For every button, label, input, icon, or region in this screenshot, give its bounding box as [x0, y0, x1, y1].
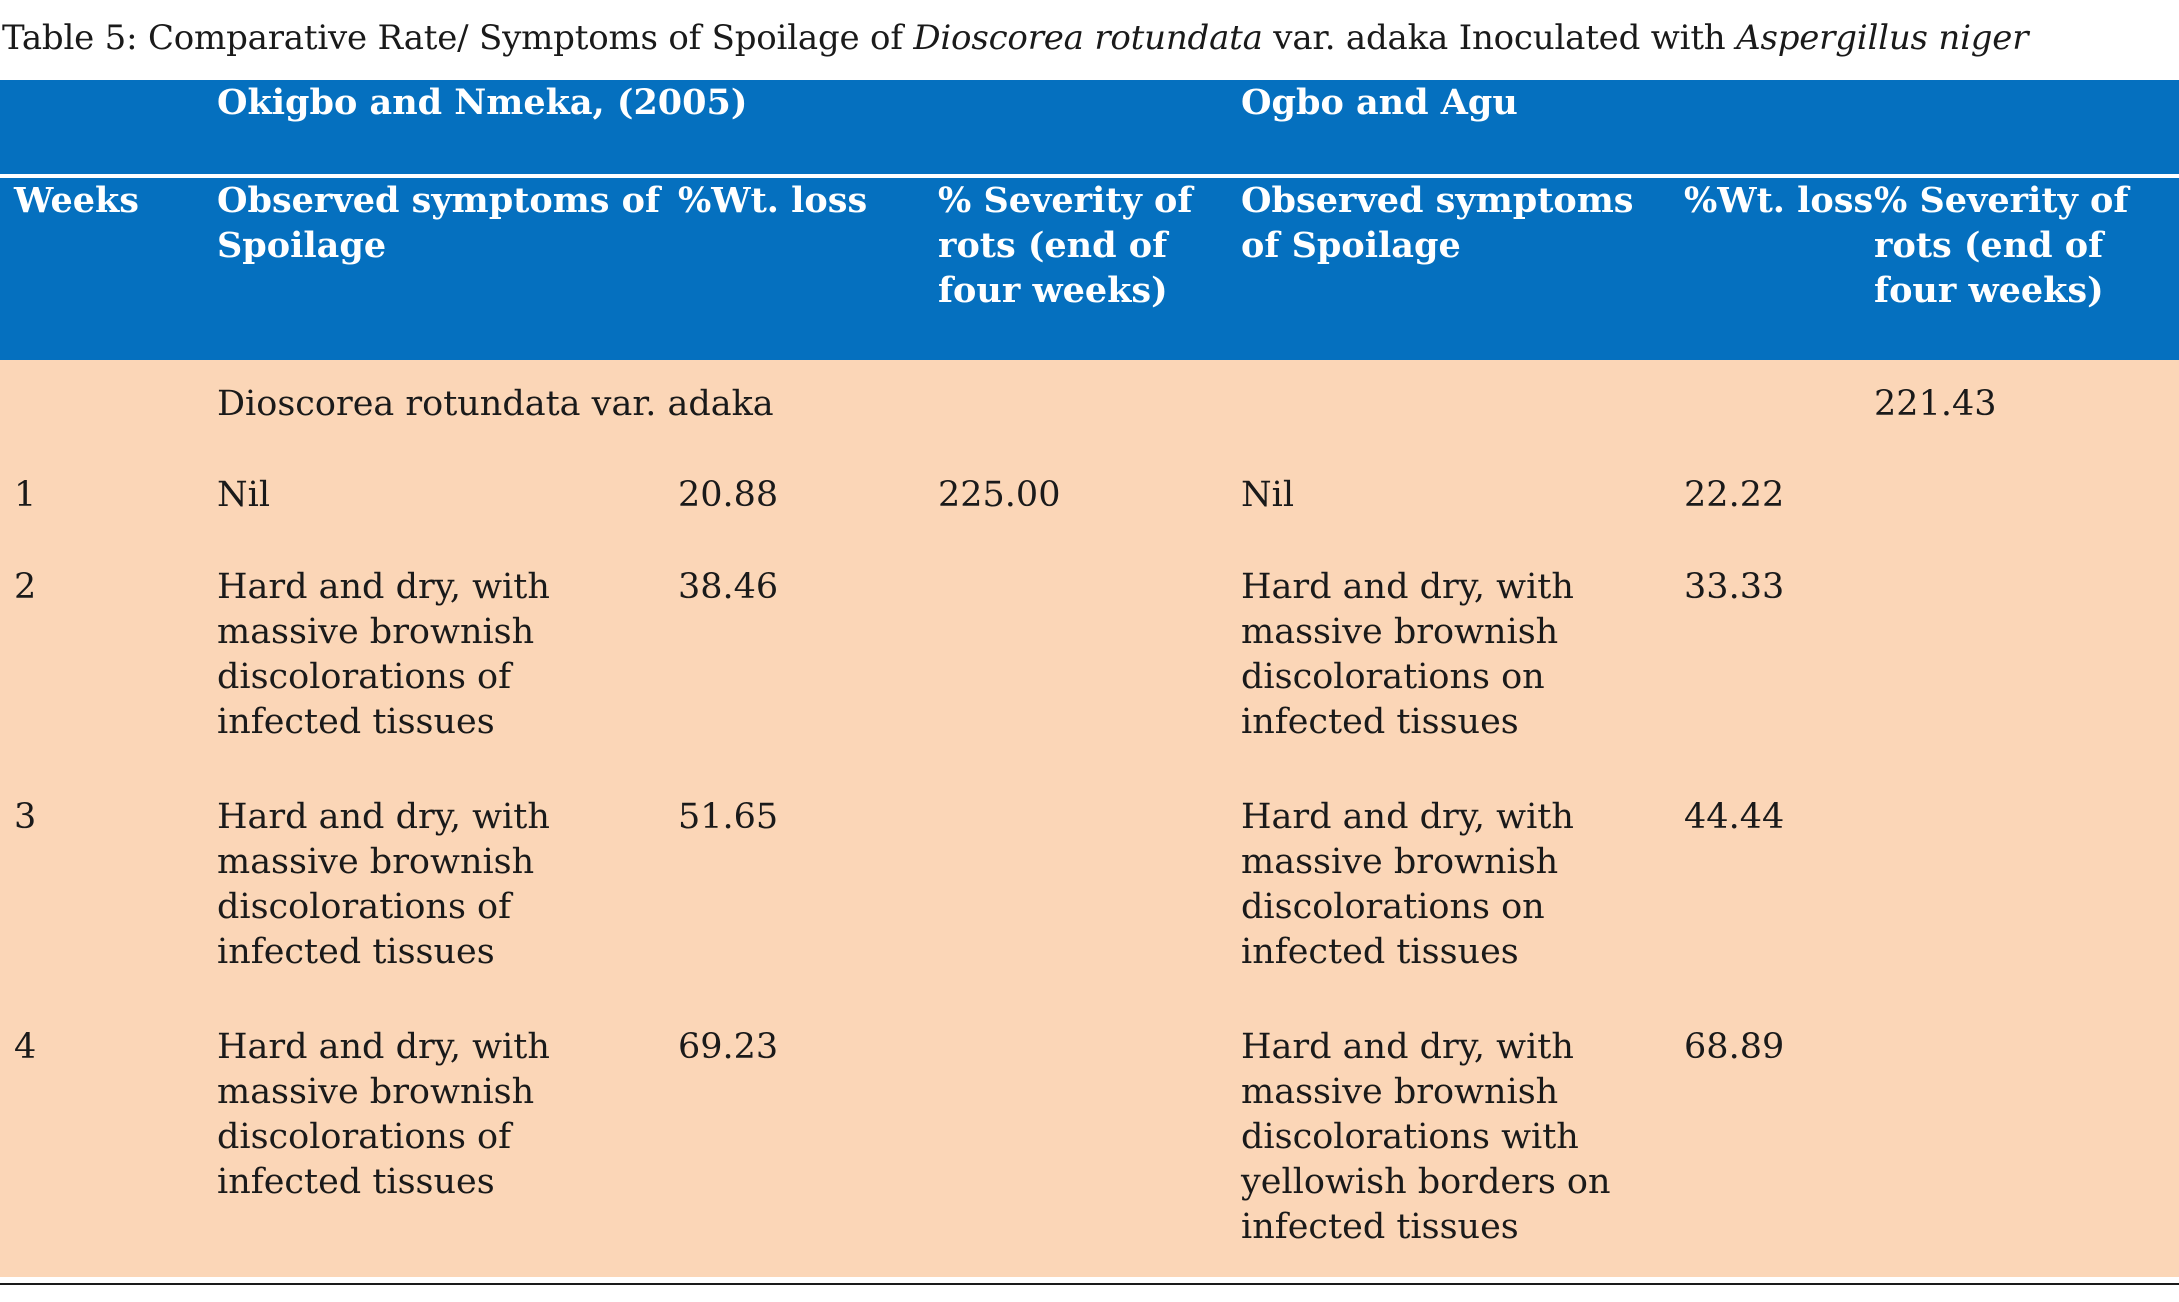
table-caption: Table 5: Comparative Rate/ Symptoms of S…	[2, 12, 2028, 64]
cell-wtloss-1: 51.65	[678, 775, 938, 1005]
cell-severity-2	[1874, 545, 2179, 775]
header-separator	[0, 174, 2179, 178]
cell-wtloss-2: 68.89	[1684, 1005, 1875, 1277]
cell-symptoms-2	[1241, 360, 1685, 451]
caption-middle: var. adaka Inoculated with	[1262, 18, 1737, 58]
col-header-weeks: Weeks	[0, 178, 217, 360]
cell-severity-1	[938, 545, 1242, 775]
cell-wtloss-2	[1684, 360, 1875, 451]
table-row: 2 Hard and dry, with massive brownish di…	[0, 545, 2179, 775]
cell-symptoms-2: Hard and dry, with massive brownish disc…	[1241, 1005, 1685, 1277]
cell-wtloss-2: 44.44	[1684, 775, 1875, 1005]
cell-symptoms-1: Hard and dry, with massive brownish disc…	[217, 1005, 678, 1277]
col-header-wtloss-1: %Wt. loss	[678, 178, 938, 360]
cell-week: 3	[0, 775, 217, 1005]
cell-week: 4	[0, 1005, 217, 1277]
cell-severity-1: 225.00	[938, 451, 1242, 545]
spoilage-table: Okigbo and Nmeka, (2005) Ogbo and Agu We…	[0, 80, 2179, 1277]
caption-organism: Aspergillus niger	[1736, 18, 2029, 58]
cell-variety-label: Dioscorea rotundata var. adaka	[217, 360, 1242, 451]
table-row: 1 Nil 20.88 225.00 Nil 22.22	[0, 451, 2179, 545]
col-header-symptoms-1: Observed symptoms of Spoilage	[217, 178, 678, 360]
cell-severity-2	[1874, 1005, 2179, 1277]
table-row: Dioscorea rotundata var. adaka 221.43	[0, 360, 2179, 451]
col-header-severity-2: % Severity of rots (end of four weeks)	[1874, 178, 2179, 360]
cell-severity-2	[1874, 451, 2179, 545]
col-header-severity-1: % Severity of rots (end of four weeks)	[938, 178, 1242, 360]
cell-severity-1	[938, 775, 1242, 1005]
table-row: 4 Hard and dry, with massive brownish di…	[0, 1005, 2179, 1277]
cell-symptoms-2: Hard and dry, with massive brownish disc…	[1241, 545, 1685, 775]
cell-wtloss-1: 20.88	[678, 451, 938, 545]
cell-wtloss-2: 22.22	[1684, 451, 1875, 545]
group-header-empty	[0, 80, 217, 174]
cell-week: 1	[0, 451, 217, 545]
table-bottom-rule	[0, 1283, 2179, 1285]
cell-symptoms-2: Nil	[1241, 451, 1685, 545]
caption-prefix: Table 5: Comparative Rate/ Symptoms of S…	[2, 18, 914, 58]
cell-symptoms-2: Hard and dry, with massive brownish disc…	[1241, 775, 1685, 1005]
column-header-row: Weeks Observed symptoms of Spoilage %Wt.…	[0, 178, 2179, 360]
cell-symptoms-1: Nil	[217, 451, 678, 545]
cell-severity-2: 221.43	[1874, 360, 2179, 451]
cell-symptoms-1: Hard and dry, with massive brownish disc…	[217, 545, 678, 775]
cell-week	[0, 360, 217, 451]
cell-severity-1	[938, 1005, 1242, 1277]
group-header-okigbo: Okigbo and Nmeka, (2005)	[217, 80, 1242, 174]
cell-wtloss-1: 38.46	[678, 545, 938, 775]
caption-species: Dioscorea rotundata	[913, 18, 1263, 58]
cell-week: 2	[0, 545, 217, 775]
group-header-ogbo: Ogbo and Agu	[1241, 80, 2179, 174]
group-header-row: Okigbo and Nmeka, (2005) Ogbo and Agu	[0, 80, 2179, 174]
col-header-wtloss-2: %Wt. loss	[1684, 178, 1875, 360]
cell-severity-2	[1874, 775, 2179, 1005]
table-row: 3 Hard and dry, with massive brownish di…	[0, 775, 2179, 1005]
cell-wtloss-1: 69.23	[678, 1005, 938, 1277]
col-header-symptoms-2: Observed symptoms of Spoilage	[1241, 178, 1685, 360]
cell-symptoms-1: Hard and dry, with massive brownish disc…	[217, 775, 678, 1005]
cell-wtloss-2: 33.33	[1684, 545, 1875, 775]
